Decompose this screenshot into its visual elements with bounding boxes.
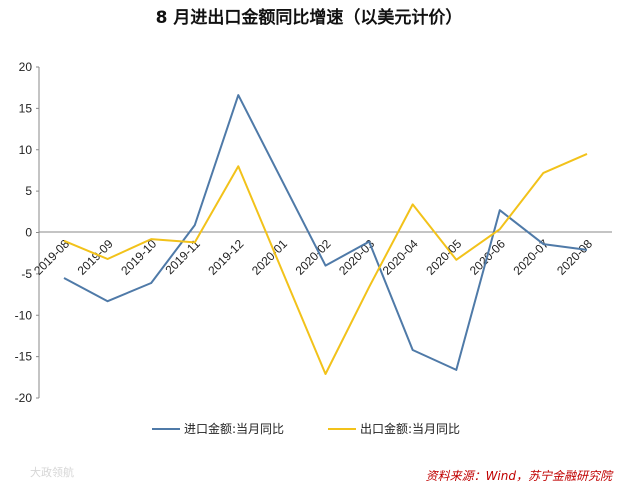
y-tick-labels: 20 15 10 5 0 -5 -10 -15 -20 bbox=[15, 60, 39, 405]
x-tick-label: 2020-07 bbox=[510, 236, 551, 277]
y-tick-label: 15 bbox=[19, 101, 33, 115]
y-tick-label: -15 bbox=[15, 350, 33, 364]
x-tick-label: 2019-12 bbox=[205, 236, 246, 277]
legend-label-import: 进口金额:当月同比 bbox=[184, 421, 284, 436]
y-tick-label: 10 bbox=[19, 143, 33, 157]
x-tick-label: 2019-10 bbox=[118, 236, 159, 277]
y-tick-label: -10 bbox=[15, 308, 33, 322]
series-line-import bbox=[63, 94, 588, 371]
x-tick-label: 2020-08 bbox=[554, 236, 595, 277]
y-tick-label: 0 bbox=[25, 226, 32, 240]
legend-label-export: 出口金额:当月同比 bbox=[360, 421, 460, 436]
y-tick-label: 20 bbox=[19, 60, 33, 74]
legend: 进口金额:当月同比 出口金额:当月同比 bbox=[152, 421, 460, 436]
y-tick-label: 5 bbox=[25, 184, 32, 198]
chart-title: 8 月进出口金额同比增速（以美元计价） bbox=[156, 7, 463, 28]
y-tick-label: -5 bbox=[21, 267, 32, 281]
series-lines bbox=[63, 94, 588, 375]
series-line-export bbox=[63, 152, 588, 375]
source-note: 资料来源：Wind，苏宁金融研究院 bbox=[426, 469, 614, 483]
y-tick-label: -20 bbox=[15, 391, 33, 405]
watermark: 大政领航 bbox=[30, 465, 74, 479]
